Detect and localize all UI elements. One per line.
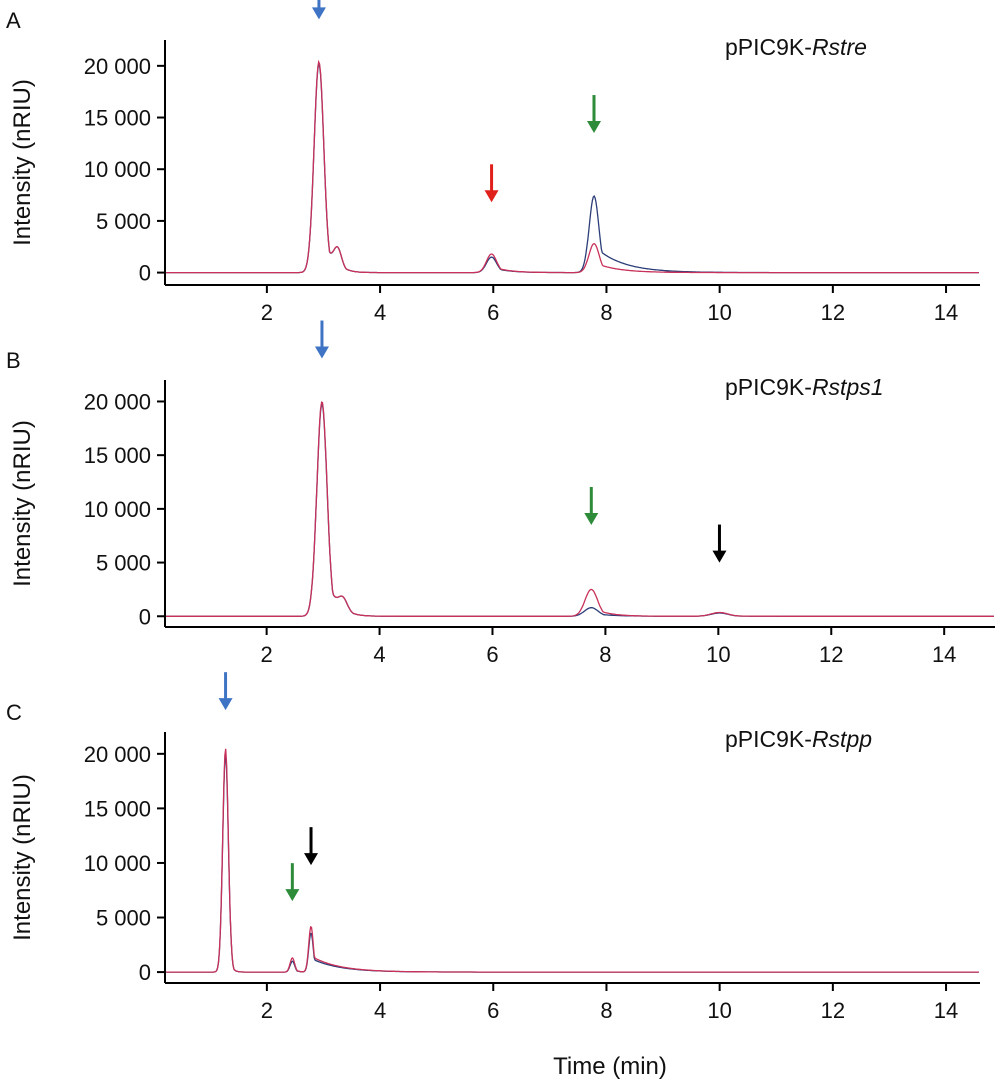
x-tick-label: 10 — [707, 998, 731, 1023]
trace-1 — [166, 403, 994, 617]
y-tick-label: 20 000 — [84, 742, 151, 767]
x-tick-label: 10 — [707, 300, 731, 325]
y-tick-label: 10 000 — [84, 851, 151, 876]
y-axis-label: Intensity (nRIU) — [9, 420, 36, 587]
peak-arrow — [587, 95, 602, 134]
y-axis-label: Intensity (nRIU) — [9, 774, 36, 941]
trace-2 — [166, 748, 979, 973]
x-tick-label: 12 — [821, 300, 845, 325]
x-tick-label: 8 — [599, 642, 611, 667]
x-axis-label: Time (min) — [553, 1053, 667, 1080]
x-tick-label: 6 — [487, 300, 499, 325]
x-tick-label: 8 — [600, 998, 612, 1023]
x-tick-label: 4 — [374, 998, 386, 1023]
peak-arrow — [314, 320, 329, 359]
sample-label: pPIC9K-Rstre — [725, 34, 867, 60]
x-tick-label: 6 — [486, 642, 498, 667]
peak-arrow — [304, 827, 319, 866]
y-tick-label: 15 000 — [84, 443, 151, 468]
peak-arrow — [218, 672, 233, 711]
peak-arrow — [484, 164, 499, 203]
y-tick-label: 10 000 — [84, 157, 151, 182]
peak-arrow — [584, 486, 599, 525]
y-tick-label: 10 000 — [84, 497, 151, 522]
x-tick-label: 12 — [819, 642, 843, 667]
sample-label: pPIC9K-Rstpp — [725, 726, 872, 752]
trace-2 — [166, 401, 994, 617]
y-tick-label: 0 — [139, 960, 151, 985]
x-tick-label: 4 — [373, 642, 385, 667]
panel-letter: B — [6, 348, 21, 373]
y-tick-label: 20 000 — [84, 389, 151, 414]
y-tick-label: 20 000 — [84, 54, 151, 79]
sample-label: pPIC9K-Rstps1 — [725, 374, 884, 400]
x-tick-label: 14 — [934, 998, 958, 1023]
x-tick-label: 6 — [487, 998, 499, 1023]
peak-arrow — [712, 524, 727, 563]
y-tick-label: 5 000 — [96, 551, 151, 576]
x-tick-label: 2 — [261, 998, 273, 1023]
peak-arrow — [285, 863, 300, 902]
y-axis-label: Intensity (nRIU) — [9, 79, 36, 246]
x-tick-label: 12 — [821, 998, 845, 1023]
y-tick-label: 15 000 — [84, 796, 151, 821]
y-tick-label: 0 — [139, 604, 151, 629]
x-tick-label: 2 — [261, 642, 273, 667]
y-tick-label: 5 000 — [96, 906, 151, 931]
x-tick-label: 2 — [261, 300, 273, 325]
y-tick-label: 0 — [139, 261, 151, 286]
x-tick-label: 14 — [932, 642, 956, 667]
x-tick-label: 4 — [374, 300, 386, 325]
trace-2 — [166, 59, 979, 274]
trace-1 — [166, 754, 979, 973]
x-tick-label: 10 — [706, 642, 730, 667]
y-tick-label: 15 000 — [84, 106, 151, 131]
x-tick-label: 14 — [934, 300, 958, 325]
panel-letter: C — [6, 700, 22, 725]
trace-1 — [166, 61, 979, 274]
panel-letter: A — [6, 8, 21, 33]
peak-arrow — [311, 0, 326, 20]
y-tick-label: 5 000 — [96, 209, 151, 234]
x-tick-label: 8 — [600, 300, 612, 325]
